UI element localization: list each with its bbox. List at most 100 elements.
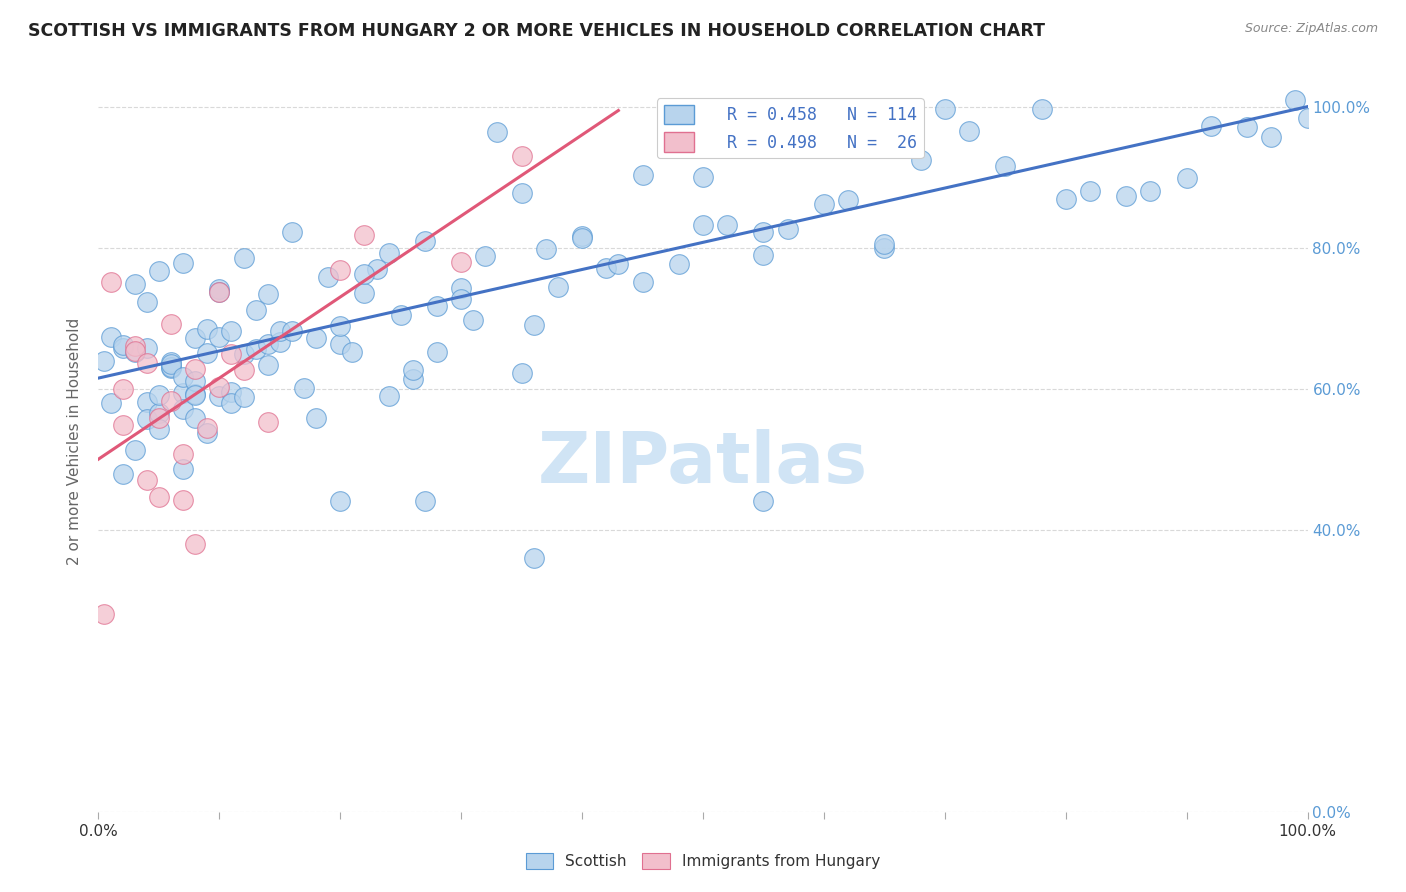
Point (1031, 103, 1053, 117)
Point (100, 330, 122, 344)
Point (124, 345, 146, 359)
Point (910, 153, 932, 168)
Point (160, 361, 183, 376)
Text: SCOTTISH VS IMMIGRANTS FROM HUNGARY 2 OR MORE VEHICLES IN HOUSEHOLD CORRELATION : SCOTTISH VS IMMIGRANTS FROM HUNGARY 2 OR… (28, 22, 1045, 40)
Point (172, 448, 194, 462)
Point (510, 149, 533, 163)
Point (342, 345, 364, 359)
Point (124, 442, 146, 457)
Point (245, 342, 267, 356)
Point (329, 263, 352, 277)
Point (148, 388, 170, 402)
Point (571, 228, 593, 243)
Point (413, 494, 436, 508)
Point (148, 490, 170, 504)
Point (135, 341, 157, 355)
Point (208, 285, 231, 300)
Point (148, 406, 170, 420)
Point (776, 222, 799, 236)
Point (523, 318, 546, 332)
Point (1199, 120, 1222, 134)
Point (208, 389, 231, 403)
Point (135, 355, 157, 369)
Point (111, 337, 134, 351)
Point (571, 231, 593, 245)
Point (269, 335, 291, 350)
Point (631, 275, 654, 289)
Point (111, 417, 134, 432)
Point (389, 308, 412, 322)
Point (353, 268, 375, 282)
Point (184, 374, 207, 388)
Point (1260, 129, 1282, 144)
Point (221, 346, 243, 360)
Point (148, 411, 170, 425)
Point (172, 255, 194, 269)
Point (232, 363, 254, 377)
Point (256, 415, 278, 429)
Point (160, 359, 183, 374)
Point (195, 421, 218, 435)
Point (172, 462, 194, 476)
Point (329, 337, 352, 351)
Point (195, 426, 218, 441)
Point (172, 369, 194, 384)
Point (463, 313, 485, 327)
Point (474, 249, 496, 263)
Point (316, 269, 339, 284)
Point (256, 336, 278, 351)
Point (160, 394, 183, 409)
Legend: Scottish, Immigrants from Hungary: Scottish, Immigrants from Hungary (520, 847, 886, 875)
Text: ZIPatlas: ZIPatlas (538, 429, 868, 499)
Point (1175, 170, 1198, 185)
Point (957, 124, 980, 138)
Point (1139, 184, 1161, 198)
Point (1236, 120, 1258, 135)
Point (135, 295, 157, 310)
Point (93, 354, 115, 368)
Point (148, 422, 170, 436)
Point (692, 170, 714, 185)
Point (692, 219, 714, 233)
Point (245, 303, 267, 318)
Text: Source: ZipAtlas.com: Source: ZipAtlas.com (1244, 22, 1378, 36)
Point (353, 285, 375, 300)
Point (184, 362, 207, 376)
Point (292, 381, 315, 395)
Point (221, 396, 243, 410)
Point (195, 346, 218, 360)
Point (1078, 185, 1101, 199)
Point (281, 324, 304, 338)
Point (366, 262, 388, 277)
Point (93, 607, 115, 622)
Point (450, 292, 472, 306)
Point (208, 380, 231, 394)
Point (160, 355, 183, 369)
Point (124, 339, 146, 353)
Point (232, 390, 254, 404)
Point (426, 345, 449, 359)
Y-axis label: 2 or more Vehicles in Household: 2 or more Vehicles in Household (67, 318, 83, 566)
Point (256, 287, 278, 301)
Point (994, 159, 1017, 173)
Point (668, 257, 690, 271)
Point (184, 537, 207, 551)
Point (752, 494, 775, 508)
Point (1115, 189, 1137, 203)
Legend:   R = 0.458   N = 114,   R = 0.498   N =  26: R = 0.458 N = 114, R = 0.498 N = 26 (657, 98, 924, 159)
Point (752, 225, 775, 239)
Point (547, 280, 569, 294)
Point (160, 317, 183, 331)
Point (160, 357, 183, 371)
Point (1284, 93, 1306, 107)
Point (534, 242, 557, 256)
Point (1054, 192, 1077, 206)
Point (184, 331, 207, 345)
Point (305, 410, 328, 425)
Point (1296, 111, 1319, 125)
Point (305, 331, 328, 345)
Point (269, 324, 291, 338)
Point (135, 473, 157, 487)
Point (377, 245, 399, 260)
Point (716, 218, 738, 232)
